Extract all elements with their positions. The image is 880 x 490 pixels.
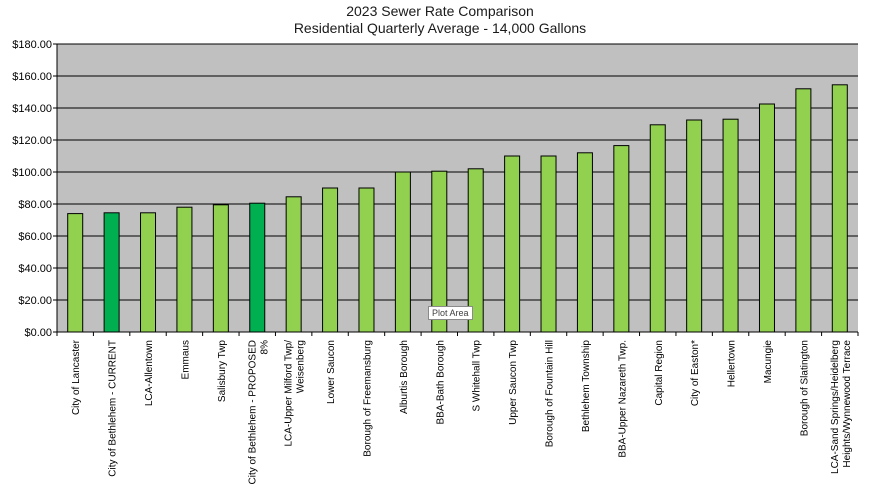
bar bbox=[67, 213, 84, 333]
x-tick-label: City of Bethlehem - PROPOSED bbox=[247, 340, 258, 485]
x-tick-label: Lower Saucon bbox=[326, 340, 337, 404]
x-tick-label: BBA-Bath Borough bbox=[435, 340, 446, 425]
bar bbox=[394, 171, 411, 333]
x-tick-label: Bethlehem Township bbox=[581, 340, 592, 433]
bar bbox=[176, 206, 193, 333]
bar bbox=[576, 152, 593, 333]
x-tick-label: Macungie bbox=[763, 340, 774, 384]
bar bbox=[322, 187, 339, 333]
x-tick-label: Weisenberg bbox=[296, 340, 307, 393]
x-tick-label: BBA-Upper Nazareth Twp. bbox=[617, 340, 628, 458]
x-tick-label: Alburtis Borough bbox=[399, 340, 410, 414]
bar bbox=[649, 124, 666, 333]
y-tick-label: $120.00 bbox=[12, 135, 52, 147]
x-tick-label: City of Easton* bbox=[690, 340, 701, 406]
x-tick-label: LCA-Sand Springs/Heidelberg bbox=[830, 340, 841, 474]
bar bbox=[722, 118, 739, 333]
x-tick-label: LCA-Upper Milford Twp/ bbox=[284, 340, 295, 447]
bar bbox=[686, 119, 703, 333]
y-tick-label: $0.00 bbox=[24, 327, 52, 339]
x-tick-label: Upper Saucon Twp bbox=[508, 340, 519, 425]
y-tick-label: $60.00 bbox=[18, 231, 52, 243]
y-tick-label: $140.00 bbox=[12, 103, 52, 115]
x-tick-label: City of Lancaster bbox=[71, 339, 82, 415]
x-tick-label: Borough of Slatington bbox=[799, 340, 810, 436]
plot-area-tooltip: Plot Area bbox=[428, 306, 473, 320]
chart-title: 2023 Sewer Rate Comparison bbox=[346, 3, 534, 19]
bar bbox=[504, 155, 521, 333]
x-tick-label: City of Bethlehem - CURRENT bbox=[108, 340, 119, 477]
y-tick-label: $160.00 bbox=[12, 71, 52, 83]
x-tick-label: Emmaus bbox=[180, 340, 191, 379]
x-tick-label: Heights/Wynnewood Terrace bbox=[842, 340, 853, 468]
x-tick-label: S Whitehall Twp bbox=[472, 340, 483, 412]
x-tick-label: 8% bbox=[259, 340, 270, 355]
x-tick-label: Borough of Freemansburg bbox=[362, 340, 373, 457]
chart-subtitle: Residential Quarterly Average - 14,000 G… bbox=[293, 20, 587, 36]
bar bbox=[249, 202, 266, 333]
y-tick-label: $80.00 bbox=[18, 199, 52, 211]
x-tick-label: Capital Region bbox=[654, 340, 665, 406]
bar bbox=[613, 145, 630, 333]
y-tick-label: $100.00 bbox=[12, 167, 52, 179]
bar bbox=[431, 170, 448, 333]
bar bbox=[758, 103, 775, 333]
bar bbox=[103, 212, 120, 333]
y-tick-label: $40.00 bbox=[18, 263, 52, 275]
bar bbox=[212, 204, 229, 333]
x-tick-label: Hellertown bbox=[727, 340, 738, 387]
bar bbox=[140, 212, 157, 333]
bar bbox=[285, 196, 302, 333]
y-tick-label: $20.00 bbox=[18, 295, 52, 307]
x-tick-label: Borough of Fountain Hill bbox=[545, 340, 556, 447]
x-tick-label: LCA-Allentown bbox=[144, 340, 155, 406]
bar bbox=[358, 187, 375, 333]
bar bbox=[467, 168, 484, 333]
x-tick-label: Salisbury Twp bbox=[217, 340, 228, 403]
bar bbox=[795, 88, 812, 333]
bar bbox=[831, 84, 848, 333]
y-tick-label: $180.00 bbox=[12, 39, 52, 51]
bar bbox=[540, 155, 557, 333]
